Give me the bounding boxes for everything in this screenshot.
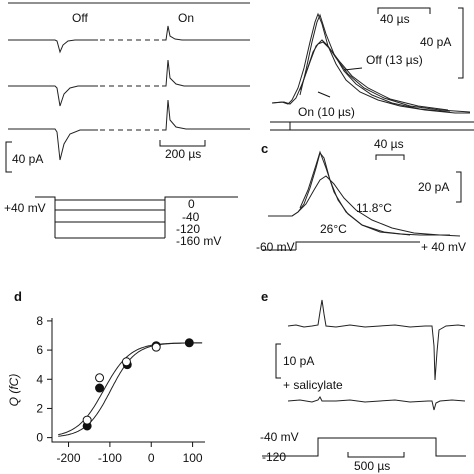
axes: 0 2 4 6 8 -200 -100 0 100 <box>36 314 205 465</box>
panel-c: c 40 µs 20 pA 11.8°C 26°C -60 mV + 40 mV <box>256 137 466 254</box>
y-tick-label: 6 <box>36 343 43 357</box>
hold-voltage-label: +40 mV <box>4 201 46 215</box>
filled-data-point <box>184 338 194 348</box>
fit-curve-0 <box>58 342 203 436</box>
time-scale-bar-b <box>377 7 431 14</box>
current-scale-bar-c <box>456 171 462 203</box>
voltage-top-label: -40 mV <box>260 430 299 444</box>
off-trace-b <box>271 39 471 113</box>
data-points <box>82 338 194 431</box>
on-fit-pointer <box>317 91 331 98</box>
open-data-point <box>121 357 131 367</box>
time-scale-bar-e <box>347 452 405 458</box>
on-fit-label: On (10 µs) <box>298 105 355 119</box>
warm-fit-c <box>299 150 411 236</box>
open-data-point <box>82 415 92 425</box>
off-fit-b <box>299 41 449 111</box>
fit-curves <box>58 342 203 437</box>
y-tick-label: 4 <box>36 372 43 386</box>
filled-data-point <box>95 383 105 393</box>
panel-d-chart: d Q (fC) 0 2 4 6 8 -200 -100 0 100 <box>7 289 205 465</box>
panel-b: 40 µs 40 pA Off (13 µs) On (10 µs) <box>270 7 474 131</box>
current-scale-label-e: 10 pA <box>283 354 314 368</box>
x-tick-label: 0 <box>148 451 155 465</box>
step-label-3: -160 mV <box>176 234 221 248</box>
current-scale-label: 40 pA <box>12 152 43 166</box>
cold-temp-label: 11.8°C <box>356 201 392 215</box>
step-label-2: -120 <box>176 222 200 236</box>
trace-minus120mV <box>8 99 250 161</box>
salicylate-trace-e <box>287 396 466 411</box>
step-label-0: 0 <box>188 197 195 211</box>
panel-letter-d: d <box>14 289 22 304</box>
fit-curve-1 <box>58 342 203 437</box>
voltage-protocol <box>35 196 238 239</box>
time-scale-label-b: 40 µs <box>380 12 410 26</box>
panel-letter-c: c <box>261 141 268 156</box>
control-trace-e <box>287 299 466 381</box>
voltage-start-label: -60 mV <box>256 240 295 254</box>
time-scale-label-c: 40 µs <box>374 137 404 151</box>
panel-e: e 10 pA + salicylate -40 mV -120 500 µs <box>260 289 466 473</box>
open-data-point <box>95 373 105 383</box>
time-scale-bar <box>159 140 206 147</box>
y-tick-label: 8 <box>36 314 43 328</box>
y-axis-label: Q (fC) <box>7 374 21 407</box>
open-data-point <box>151 342 161 352</box>
panel-a: Off On 40 pA 200 µs <box>4 2 250 248</box>
voltage-bottom-label: -120 <box>262 450 286 464</box>
time-scale-bar-c <box>375 154 405 160</box>
current-scale-label-c: 20 pA <box>418 180 449 194</box>
time-scale-label-e: 500 µs <box>354 459 390 473</box>
current-scale-label-b: 40 pA <box>420 35 451 49</box>
panel-letter-e: e <box>261 289 268 304</box>
warm-temp-label: 26°C <box>320 222 347 236</box>
axis-lines <box>51 318 205 443</box>
off-label: Off <box>72 11 88 25</box>
voltage-end-label: + 40 mV <box>421 240 466 254</box>
trace-minus40mV <box>8 59 250 107</box>
trace-0mV <box>8 25 250 54</box>
y-tick-label: 0 <box>36 431 43 445</box>
time-scale-label: 200 µs <box>165 147 201 161</box>
salicylate-label: + salicylate <box>283 378 343 392</box>
cold-trace-c <box>268 175 461 237</box>
current-scale-bar-e <box>275 343 281 379</box>
x-tick-label: -200 <box>57 451 81 465</box>
stimulus-b <box>270 121 474 131</box>
voltage-protocol-e <box>262 437 466 457</box>
x-tick-label: 100 <box>183 451 203 465</box>
voltage-step-c <box>295 241 420 250</box>
x-tick-label: -100 <box>98 451 122 465</box>
current-scale-bar <box>5 141 12 173</box>
off-fit-pointer <box>343 67 363 71</box>
current-scale-bar-b <box>458 7 464 79</box>
on-label: On <box>178 11 194 25</box>
off-fit-label: Off (13 µs) <box>366 53 423 67</box>
on-trace-b <box>271 12 470 114</box>
y-tick-label: 2 <box>36 401 43 415</box>
step-label-1: -40 <box>182 210 200 224</box>
